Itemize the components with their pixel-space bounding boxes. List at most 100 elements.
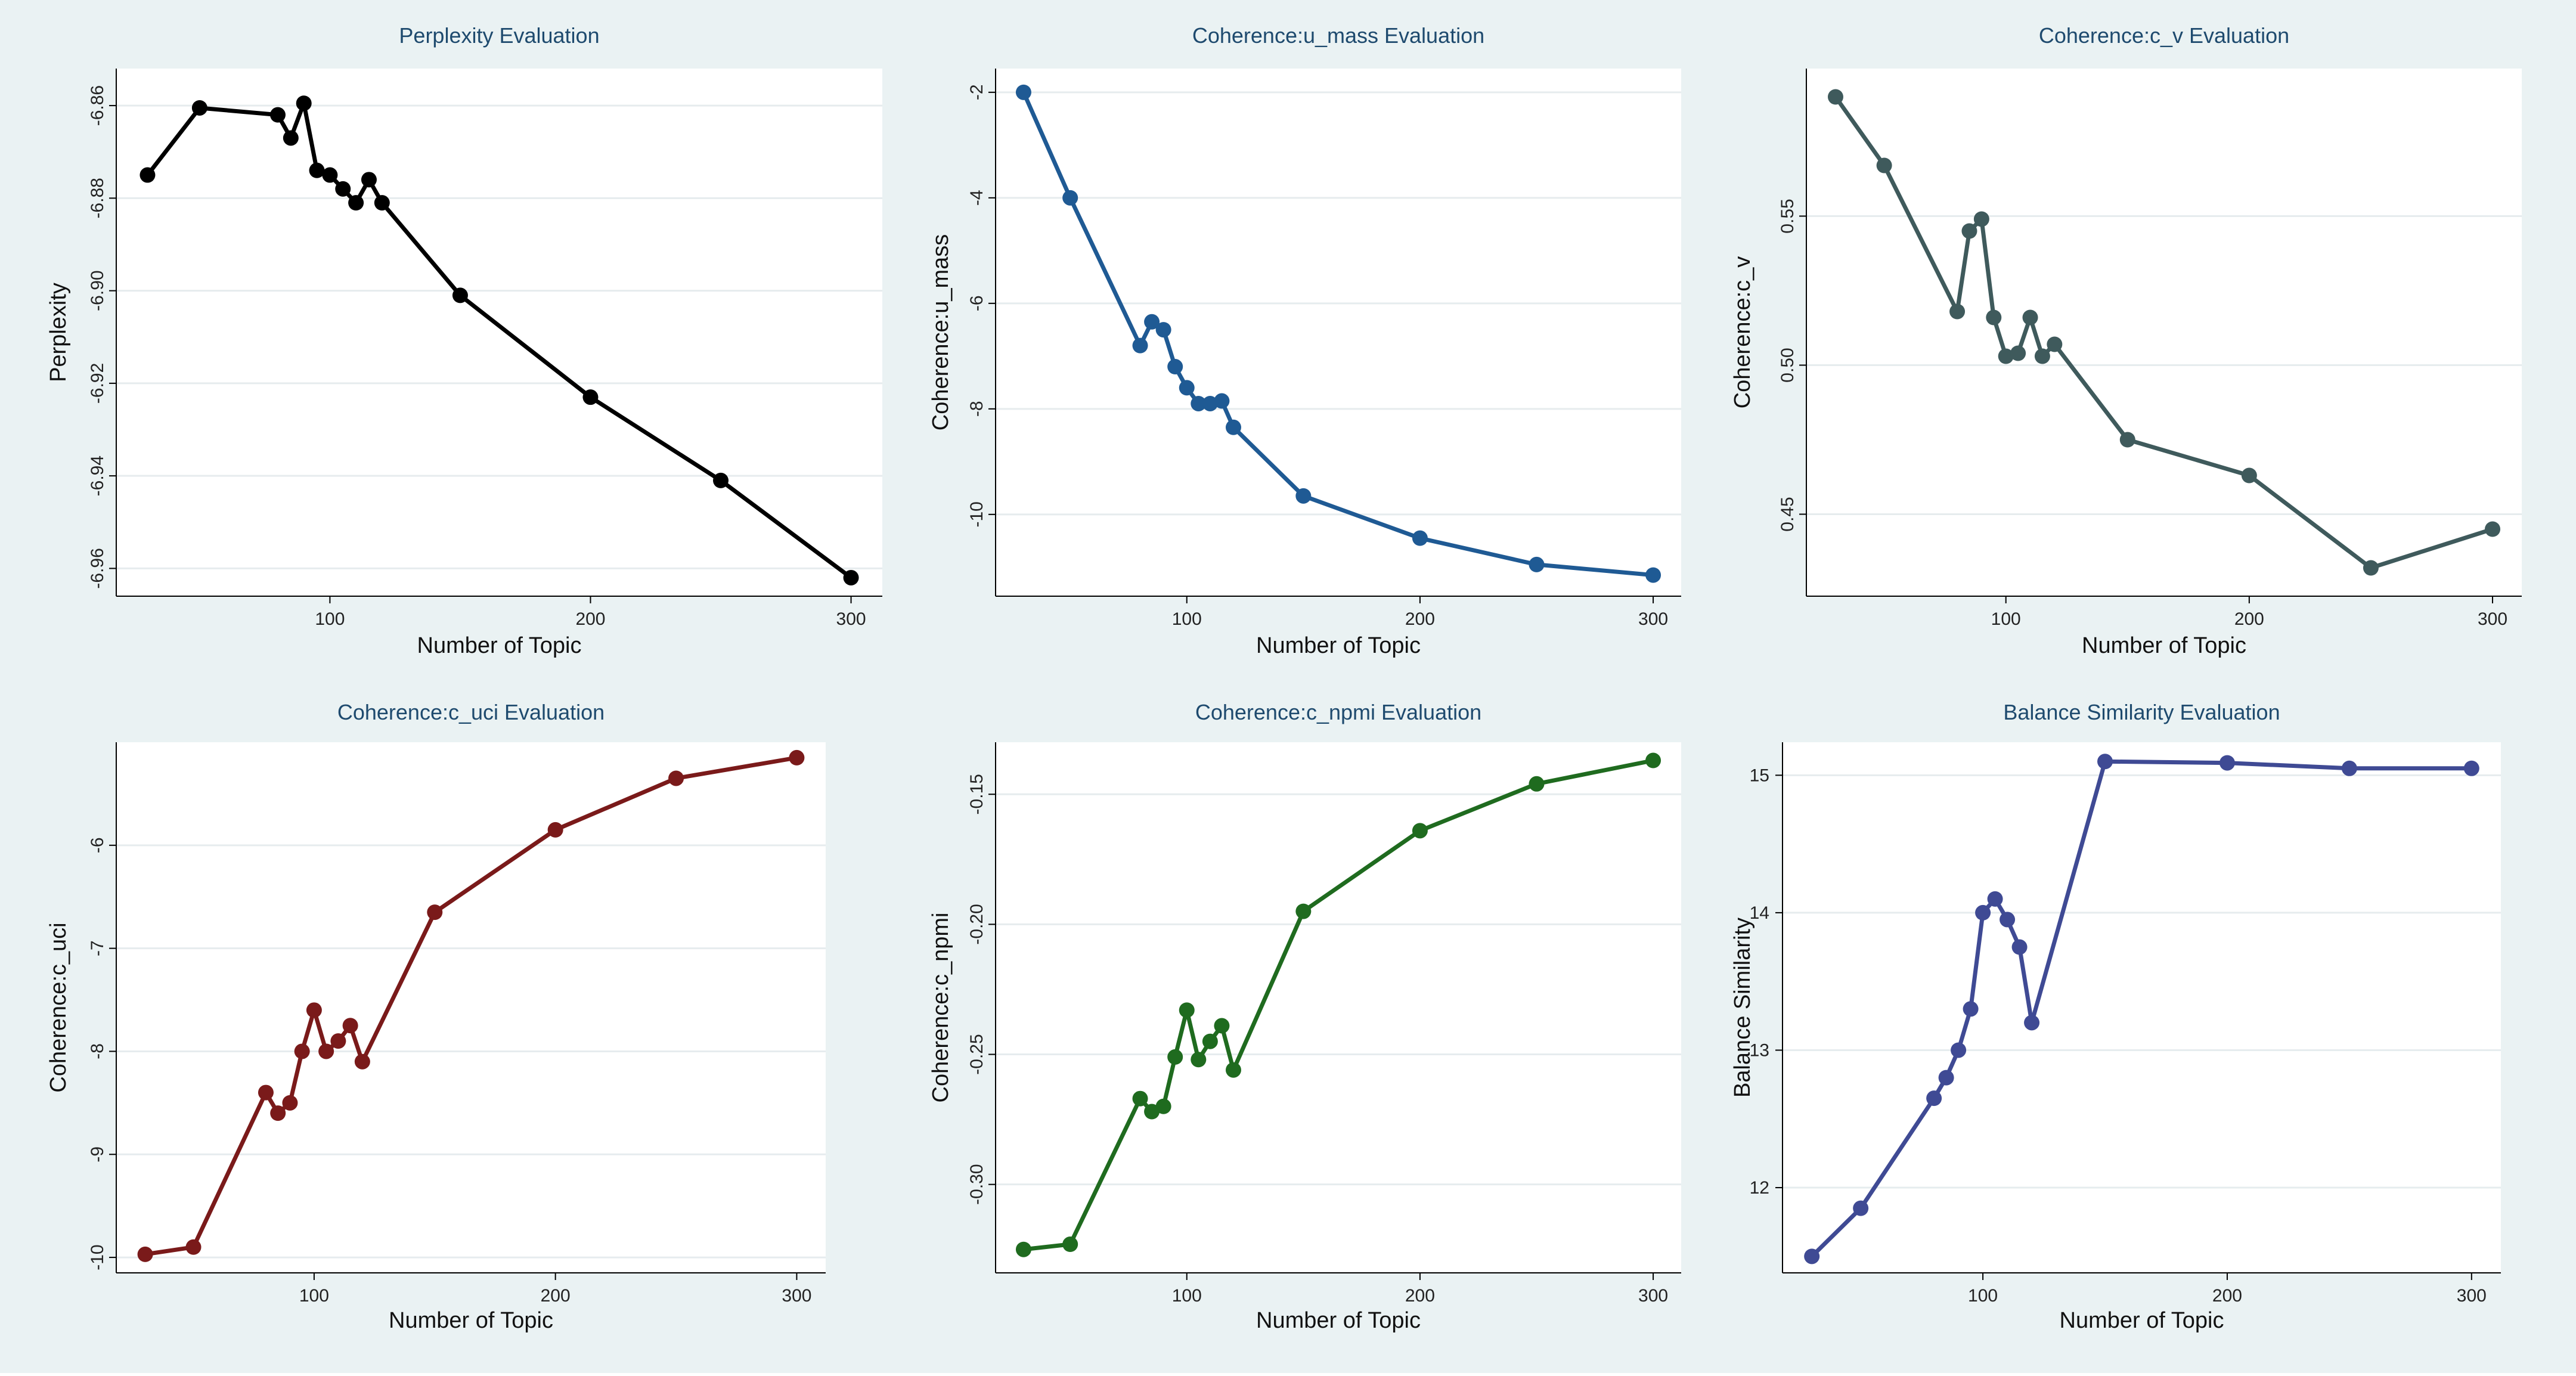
chart-1-point-11 bbox=[1295, 488, 1312, 504]
chart-3-title: Coherence:c_uci Evaluation bbox=[337, 700, 605, 724]
chart-1-xtick-label-0: 100 bbox=[1172, 609, 1202, 629]
chart-1-title: Coherence:u_mass Evaluation bbox=[1192, 23, 1484, 48]
chart-5-ylabel: Balance Similarity bbox=[1730, 918, 1755, 1098]
chart-4-point-3 bbox=[1144, 1104, 1160, 1120]
chart-4: -0.15 -0.20 -0.25 -0.30 100 200 300 Coherence:c… bbox=[928, 700, 1681, 1333]
chart-3-point-8 bbox=[330, 1033, 346, 1049]
chart-3-ytick-label-4: -10 bbox=[88, 1244, 107, 1270]
chart-4-point-9 bbox=[1214, 1018, 1230, 1034]
chart-4-point-7 bbox=[1191, 1052, 1207, 1068]
chart-4-point-6 bbox=[1179, 1002, 1195, 1018]
chart-3-point-2 bbox=[258, 1084, 274, 1101]
chart-0-point-7 bbox=[335, 181, 351, 197]
chart-0-point-11 bbox=[452, 287, 468, 303]
chart-2-plot-area bbox=[1806, 69, 2522, 596]
chart-4-ytick-label-3: -0.30 bbox=[967, 1164, 987, 1204]
chart-3-ytick-label-2: -8 bbox=[88, 1043, 107, 1059]
chart-5-plot-area bbox=[1783, 742, 2501, 1273]
chart-0-xtick-label-2: 300 bbox=[836, 609, 866, 629]
chart-5-xtick-label-0: 100 bbox=[1968, 1286, 1998, 1306]
chart-3-point-14 bbox=[789, 749, 805, 766]
chart-5-point-9 bbox=[2011, 939, 2028, 955]
chart-2-ylabel: Coherence:c_v bbox=[1730, 256, 1755, 409]
chart-3-xtick-label-2: 300 bbox=[782, 1286, 811, 1306]
chart-0-ytick-label-5: -6.96 bbox=[88, 548, 107, 588]
chart-2-point-4 bbox=[1973, 211, 1989, 227]
chart-1-point-12 bbox=[1412, 530, 1428, 546]
chart-3-plot-area bbox=[116, 742, 826, 1273]
chart-0-point-9 bbox=[361, 172, 377, 188]
chart-0-point-13 bbox=[713, 472, 729, 488]
chart-3-point-7 bbox=[318, 1043, 334, 1059]
chart-0-ytick-label-3: -6.92 bbox=[88, 363, 107, 404]
chart-0-xtick-label-0: 100 bbox=[315, 609, 345, 629]
chart-5-ytick-label-2: 13 bbox=[1750, 1040, 1769, 1060]
chart-5-point-3 bbox=[1938, 1070, 1954, 1086]
chart-2-ytick-label-1: 0.50 bbox=[1778, 348, 1797, 382]
chart-3-ylabel: Coherence:c_uci bbox=[46, 922, 71, 1092]
chart-4-plot-area bbox=[996, 742, 1681, 1273]
chart-1-point-9 bbox=[1214, 393, 1230, 409]
chart-5-xlabel: Number of Topic bbox=[2060, 1308, 2224, 1333]
chart-1-point-7 bbox=[1191, 395, 1207, 411]
chart-4-point-5 bbox=[1167, 1049, 1183, 1065]
chart-4-point-1 bbox=[1062, 1236, 1078, 1253]
chart-1-point-0 bbox=[1015, 84, 1031, 100]
chart-1-point-6 bbox=[1179, 380, 1195, 396]
chart-0-point-6 bbox=[322, 167, 338, 183]
chart-1-point-5 bbox=[1167, 359, 1183, 375]
chart-0-ytick-label-4: -6.94 bbox=[88, 455, 107, 496]
chart-5-point-4 bbox=[1951, 1042, 1967, 1058]
chart-2-point-12 bbox=[2241, 467, 2257, 484]
chart-0-point-10 bbox=[374, 195, 390, 211]
chart-5-xtick-label-2: 300 bbox=[2457, 1286, 2487, 1306]
chart-3-point-1 bbox=[185, 1239, 202, 1255]
chart-4-xtick-label-2: 300 bbox=[1638, 1286, 1668, 1306]
chart-0-xlabel: Number of Topic bbox=[417, 633, 582, 658]
chart-1-plot-area bbox=[996, 69, 1681, 596]
chart-0-title: Perplexity Evaluation bbox=[399, 23, 599, 48]
chart-4-xlabel: Number of Topic bbox=[1256, 1308, 1421, 1333]
chart-3-ytick-label-0: -6 bbox=[88, 837, 107, 853]
chart-4-ytick-label-0: -0.15 bbox=[967, 774, 987, 814]
chart-5-point-7 bbox=[1987, 891, 2003, 907]
chart-3-point-4 bbox=[282, 1095, 298, 1111]
chart-4-point-12 bbox=[1412, 823, 1428, 839]
chart-1-ytick-label-0: -2 bbox=[967, 84, 987, 100]
chart-5-point-10 bbox=[2024, 1015, 2040, 1031]
chart-0-xtick-label-1: 200 bbox=[575, 609, 605, 629]
chart-4-point-4 bbox=[1155, 1098, 1171, 1114]
chart-0-point-14 bbox=[843, 569, 859, 585]
chart-2-point-14 bbox=[2485, 521, 2501, 537]
chart-4-point-13 bbox=[1529, 776, 1545, 792]
chart-4-point-11 bbox=[1295, 903, 1312, 919]
chart-2-point-2 bbox=[1949, 303, 1966, 320]
chart-0: -6.86 -6.88 -6.90 -6.92 -6.94 -6.96 100 200 300 P… bbox=[46, 23, 882, 658]
chart-0-point-2 bbox=[269, 107, 286, 123]
chart-3-ytick-label-1: -7 bbox=[88, 940, 107, 956]
chart-5-point-8 bbox=[2000, 912, 2016, 928]
chart-5-point-12 bbox=[2219, 755, 2235, 771]
chart-3-xtick-label-1: 200 bbox=[541, 1286, 571, 1306]
chart-1-point-3 bbox=[1144, 314, 1160, 330]
chart-5-point-14 bbox=[2463, 760, 2479, 776]
chart-1-point-4 bbox=[1155, 322, 1171, 338]
chart-2-point-8 bbox=[2022, 309, 2038, 326]
chart-5-point-6 bbox=[1975, 904, 1991, 921]
chart-4-point-2 bbox=[1132, 1090, 1148, 1107]
chart-2-point-13 bbox=[2363, 560, 2379, 576]
chart-5-point-5 bbox=[1963, 1001, 1979, 1017]
chart-4-title: Coherence:c_npmi Evaluation bbox=[1195, 700, 1481, 724]
chart-4-point-0 bbox=[1015, 1241, 1031, 1257]
chart-2-point-3 bbox=[1961, 223, 1977, 239]
chart-1-ytick-label-3: -8 bbox=[967, 401, 987, 417]
chart-0-point-0 bbox=[140, 167, 156, 183]
chart-3-point-6 bbox=[306, 1002, 322, 1018]
chart-4-ytick-label-1: -0.20 bbox=[967, 904, 987, 944]
chart-1-ytick-label-1: -4 bbox=[967, 190, 987, 206]
chart-2: 0.55 0.50 0.45 100 200 300 Coherence:c_v Evalu… bbox=[1730, 23, 2522, 658]
chart-3-point-0 bbox=[137, 1246, 153, 1262]
chart-1-point-13 bbox=[1529, 556, 1545, 572]
